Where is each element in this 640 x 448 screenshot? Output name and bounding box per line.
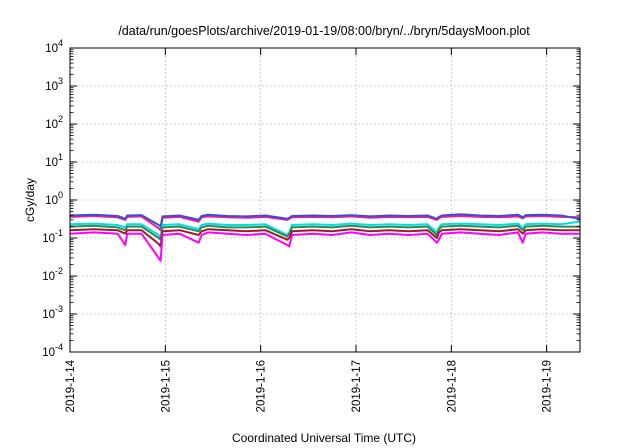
y-tick-label: 100 bbox=[45, 190, 63, 207]
series-line-1 bbox=[69, 215, 581, 232]
x-tick-label: 2019-1-14 bbox=[65, 359, 77, 412]
series-group bbox=[69, 213, 581, 262]
series-line-2 bbox=[69, 213, 581, 228]
chart-title: /data/run/goesPlots/archive/2019-01-19/0… bbox=[118, 24, 530, 38]
x-tick-label: 2019-1-15 bbox=[160, 360, 172, 412]
series-line-6 bbox=[69, 231, 580, 262]
y-tick-label: 101 bbox=[45, 152, 63, 169]
x-tick-label: 2019-1-16 bbox=[256, 360, 268, 412]
grid bbox=[70, 48, 580, 352]
y-tick-label: 10-2 bbox=[42, 266, 63, 283]
x-tick-label: 2019-1-17 bbox=[351, 360, 363, 412]
y-tick-label: 10-1 bbox=[42, 228, 63, 245]
y-tick-label: 104 bbox=[45, 38, 63, 55]
series-line-4 bbox=[69, 224, 580, 241]
series-line-3 bbox=[69, 220, 581, 239]
y-tick-label: 103 bbox=[45, 76, 63, 93]
y-axis-label: cGy/day bbox=[23, 178, 37, 222]
series-line-5 bbox=[69, 228, 580, 248]
x-axis-label: Coordinated Universal Time (UTC) bbox=[232, 431, 416, 445]
y-tick-label: 102 bbox=[45, 114, 63, 131]
y-tick-label: 10-4 bbox=[42, 342, 63, 359]
axis-ticks: 10-4 10-3 10-2 10-1 100 101 102 103 104 2019-1-14… bbox=[42, 38, 580, 412]
x-tick-label: 2019-1-19 bbox=[542, 360, 554, 412]
x-tick-label: 2019-1-18 bbox=[446, 360, 458, 412]
y-tick-label: 10-3 bbox=[42, 304, 63, 321]
